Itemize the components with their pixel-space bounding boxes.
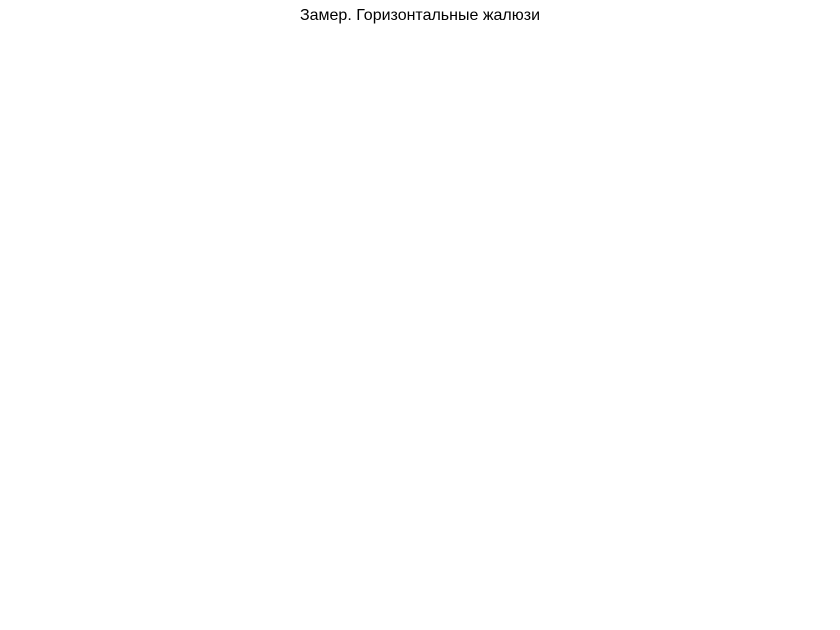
svg-text:Замер. Горизонтальные жалюзи: Замер. Горизонтальные жалюзи xyxy=(300,7,540,24)
